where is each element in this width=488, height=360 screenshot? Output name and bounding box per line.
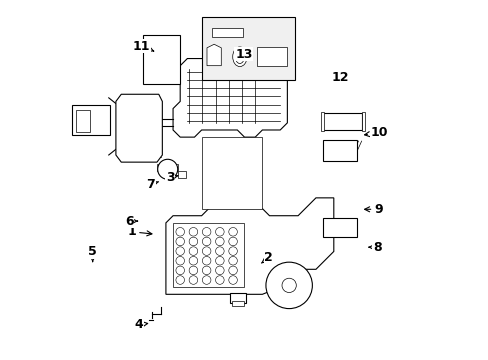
Polygon shape [206,44,221,66]
Text: 8: 8 [368,240,381,254]
Polygon shape [173,223,244,287]
Bar [257,47,287,66]
Text: 11: 11 [133,40,153,53]
Circle shape [189,256,197,265]
Circle shape [176,256,184,265]
Text: 3: 3 [165,171,178,184]
Bar [76,111,90,132]
Polygon shape [201,137,262,208]
Circle shape [202,237,210,246]
Text: 7: 7 [146,178,158,191]
Circle shape [228,256,237,265]
Bar [323,140,356,161]
Bar [231,301,244,306]
Circle shape [202,256,210,265]
Bar [361,112,364,131]
Bar [321,112,324,131]
Circle shape [215,256,224,265]
Circle shape [282,278,296,293]
Circle shape [228,247,237,255]
Bar [323,113,362,130]
Circle shape [202,228,210,236]
Circle shape [189,266,197,275]
Circle shape [228,266,237,275]
Circle shape [215,228,224,236]
Circle shape [176,266,184,275]
Bar [142,35,180,84]
Bar [230,293,246,303]
Bar [212,28,242,37]
Bar [201,18,294,80]
Polygon shape [116,94,162,162]
Text: 13: 13 [235,48,252,61]
Circle shape [176,276,184,284]
Circle shape [202,266,210,275]
Circle shape [228,228,237,236]
Polygon shape [165,198,333,294]
Text: 1: 1 [127,225,152,238]
Text: 2: 2 [261,251,273,264]
Bar [157,164,178,171]
Polygon shape [173,59,287,137]
Circle shape [215,247,224,255]
Circle shape [189,228,197,236]
Text: 4: 4 [135,318,147,331]
Bar [178,171,185,178]
Text: 12: 12 [331,71,348,84]
Circle shape [189,247,197,255]
Circle shape [265,262,312,309]
Circle shape [176,228,184,236]
Circle shape [215,276,224,284]
Circle shape [189,276,197,284]
Ellipse shape [232,47,246,67]
Circle shape [189,237,197,246]
Bar [323,217,356,237]
Bar [72,105,110,135]
Circle shape [176,247,184,255]
Text: 5: 5 [88,245,97,261]
Circle shape [202,276,210,284]
Circle shape [215,237,224,246]
Circle shape [215,266,224,275]
Text: 6: 6 [125,215,137,228]
Circle shape [176,237,184,246]
Ellipse shape [235,50,244,64]
Circle shape [202,247,210,255]
Text: 9: 9 [364,203,382,216]
Circle shape [157,159,177,179]
Circle shape [228,237,237,246]
Circle shape [228,276,237,284]
Text: 10: 10 [364,126,387,139]
